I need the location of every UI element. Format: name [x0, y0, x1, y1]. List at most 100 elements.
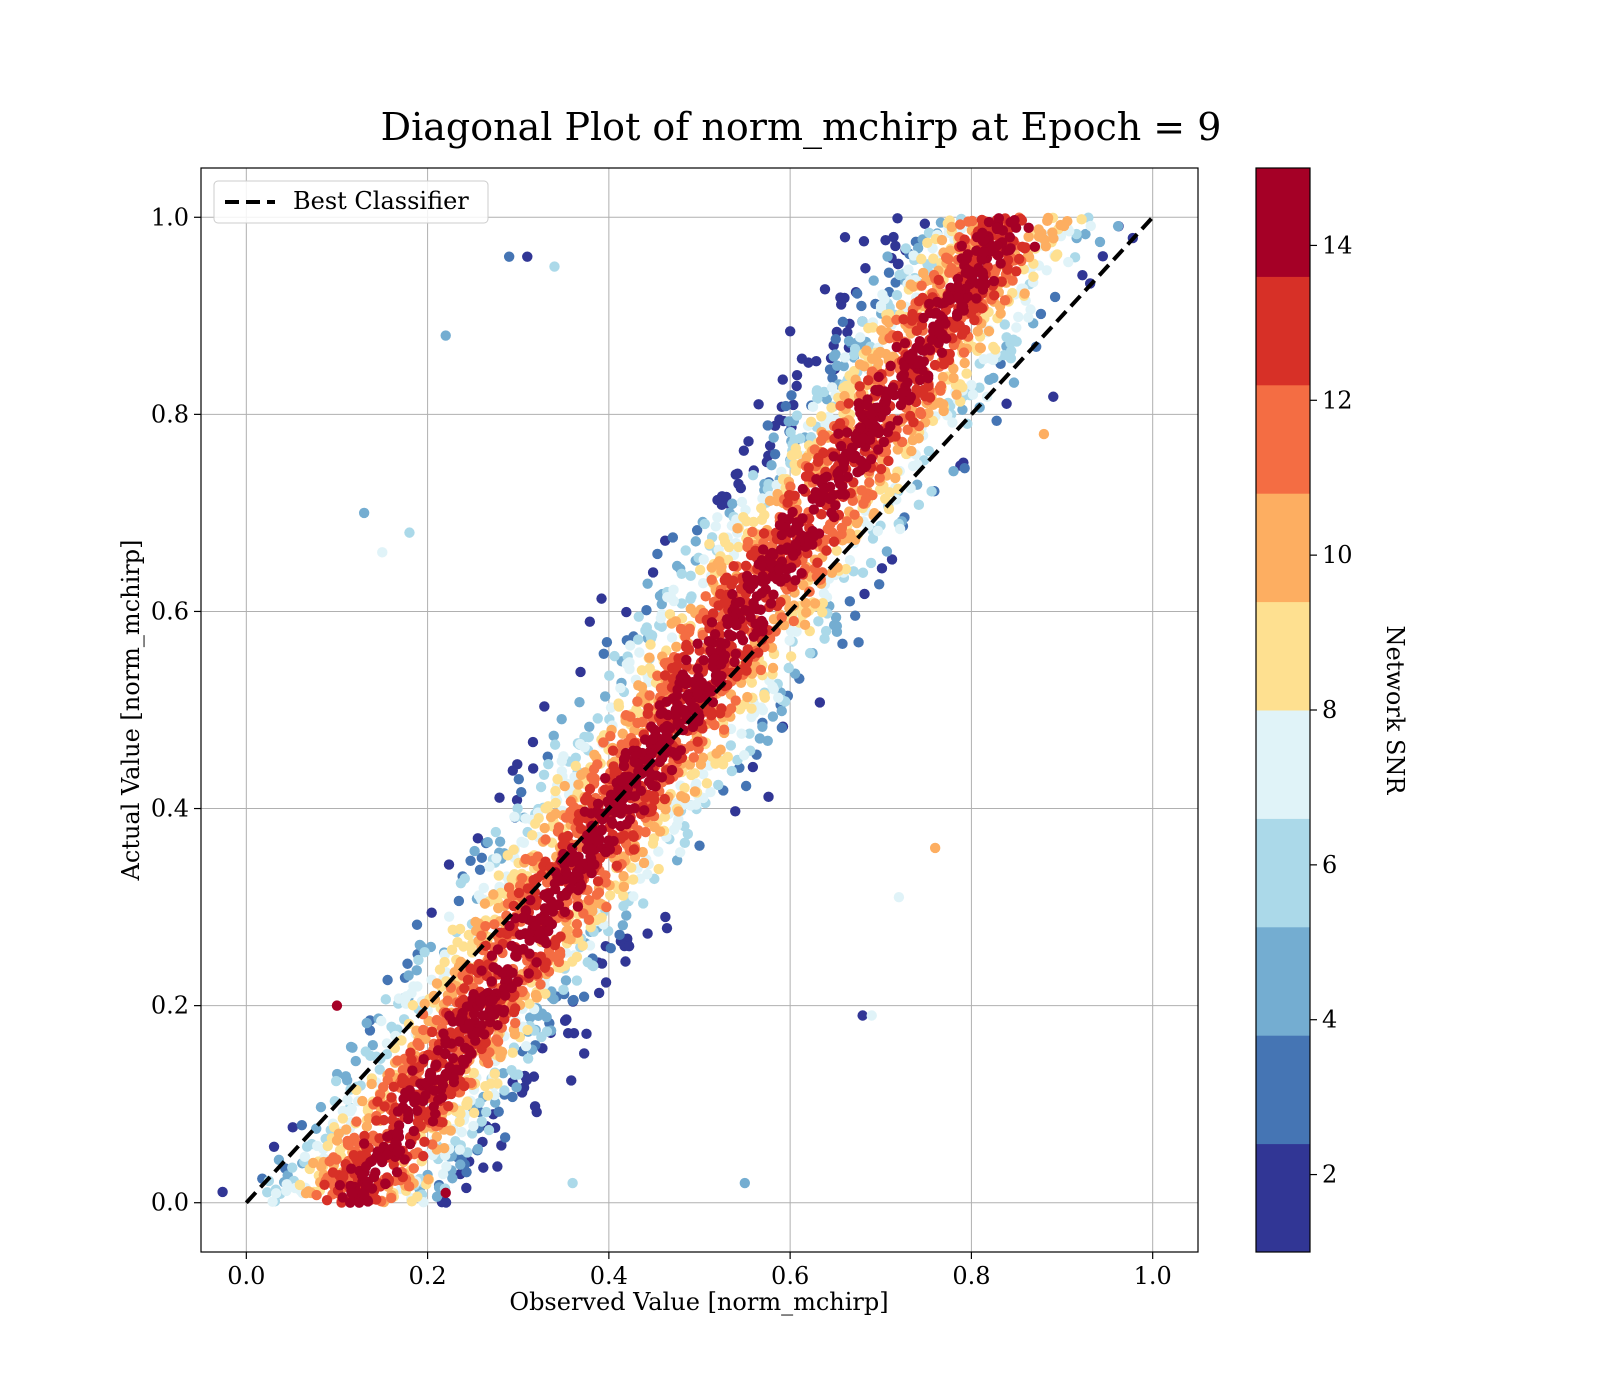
y-tick-label: 1.0: [151, 203, 189, 231]
scatter-point: [730, 806, 741, 817]
scatter-point: [609, 650, 620, 662]
scatter-point: [527, 736, 539, 748]
scatter-point: [839, 352, 851, 363]
scatter-point: [764, 633, 776, 644]
scatter-point: [661, 696, 672, 707]
scatter-point: [774, 563, 785, 574]
scatter-point: [548, 730, 559, 742]
scatter-point: [784, 635, 795, 646]
scatter-point: [493, 870, 504, 881]
scatter-point: [608, 761, 619, 772]
scatter-point: [412, 981, 423, 992]
scatter-point: [929, 359, 941, 371]
scatter-point: [322, 1140, 333, 1152]
scatter-point: [754, 733, 766, 744]
scatter-point: [767, 711, 779, 722]
scatter-point: [790, 465, 802, 477]
scatter-point: [776, 722, 788, 734]
scatter-point: [623, 941, 635, 952]
scatter-point: [1041, 265, 1052, 276]
scatter-point: [509, 1029, 521, 1040]
scatter-point: [532, 851, 544, 862]
scatter-point: [540, 834, 551, 845]
scatter-point: [346, 1188, 358, 1199]
scatter-point: [668, 584, 679, 596]
scatter-point: [954, 219, 966, 230]
scatter-point: [960, 324, 971, 336]
scatter-point: [589, 749, 600, 760]
scatter-point: [691, 525, 703, 536]
scatter-point: [550, 808, 561, 820]
scatter-point: [486, 976, 497, 987]
scatter-point: [468, 1120, 479, 1132]
scatter-point: [768, 432, 779, 443]
scatter-point: [821, 545, 832, 556]
scatter-point: [676, 568, 687, 579]
scatter-point: [1076, 214, 1087, 225]
scatter-point: [835, 440, 847, 452]
scatter-point: [736, 728, 747, 739]
plot-area: 0.0 0.2 0.4 0.6 0.8 1.0 0.0 0.2 0.4 0.6 0.8 1.0: [151, 167, 1199, 1290]
scatter-point: [958, 347, 970, 358]
colorbar-bin: [1256, 1035, 1310, 1145]
scatter-point: [768, 589, 779, 600]
scatter-point: [524, 948, 535, 959]
scatter-point: [357, 1095, 368, 1107]
scatter-point: [951, 389, 962, 400]
scatter-point: [816, 411, 827, 422]
scatter-point: [516, 786, 527, 798]
scatter-point: [766, 642, 778, 653]
scatter-point: [808, 504, 819, 515]
scatter-point: [525, 894, 536, 906]
scatter-point: [621, 910, 632, 921]
scatter-point: [851, 517, 863, 529]
scatter-point: [858, 236, 870, 247]
scatter-point: [795, 433, 806, 444]
scatter-point: [347, 1042, 358, 1053]
scatter-point: [937, 371, 949, 383]
scatter-point: [895, 299, 907, 311]
scatter-point: [820, 625, 832, 637]
scatter-point: [757, 561, 769, 572]
scatter-point: [936, 234, 948, 246]
scatter-point: [689, 786, 701, 797]
scatter-point: [833, 428, 844, 439]
y-axis-label: Actual Value [norm_mchirp]: [117, 540, 145, 882]
scatter-point: [1033, 231, 1045, 242]
scatter-point: [712, 512, 723, 523]
scatter-point: [548, 993, 559, 1005]
scatter-point: [776, 612, 787, 623]
scatter-point: [913, 296, 925, 307]
scatter-point: [575, 769, 587, 781]
scatter-point: [885, 360, 896, 372]
scatter-point: [407, 1065, 418, 1076]
scatter-point: [414, 1040, 425, 1052]
scatter-point: [863, 322, 874, 334]
scatter-point: [1005, 243, 1016, 254]
scatter-point: [800, 471, 812, 482]
scatter-point: [1112, 220, 1124, 232]
scatter-point: [764, 495, 776, 507]
scatter-point: [565, 796, 577, 807]
scatter-point: [1077, 269, 1088, 281]
x-tick-label: 0.4: [590, 1262, 628, 1290]
scatter-point: [705, 645, 716, 656]
scatter-point: [706, 684, 717, 696]
colorbar-bin: [1256, 818, 1310, 928]
scatter-point: [354, 1197, 365, 1208]
scatter-point: [880, 405, 892, 416]
scatter-point: [892, 213, 903, 224]
scatter-point: [644, 690, 655, 701]
scatter-point: [762, 420, 773, 431]
scatter-point: [823, 411, 835, 423]
scatter-point: [688, 752, 700, 763]
scatter-point: [605, 942, 616, 954]
scatter-point: [703, 636, 715, 647]
scatter-point: [671, 560, 683, 572]
scatter-point: [599, 772, 611, 784]
scatter-point: [1080, 228, 1091, 240]
scatter-point: [598, 648, 609, 659]
scatter-point: [697, 578, 709, 589]
scatter-point: [941, 333, 952, 344]
scatter-point: [616, 739, 627, 750]
